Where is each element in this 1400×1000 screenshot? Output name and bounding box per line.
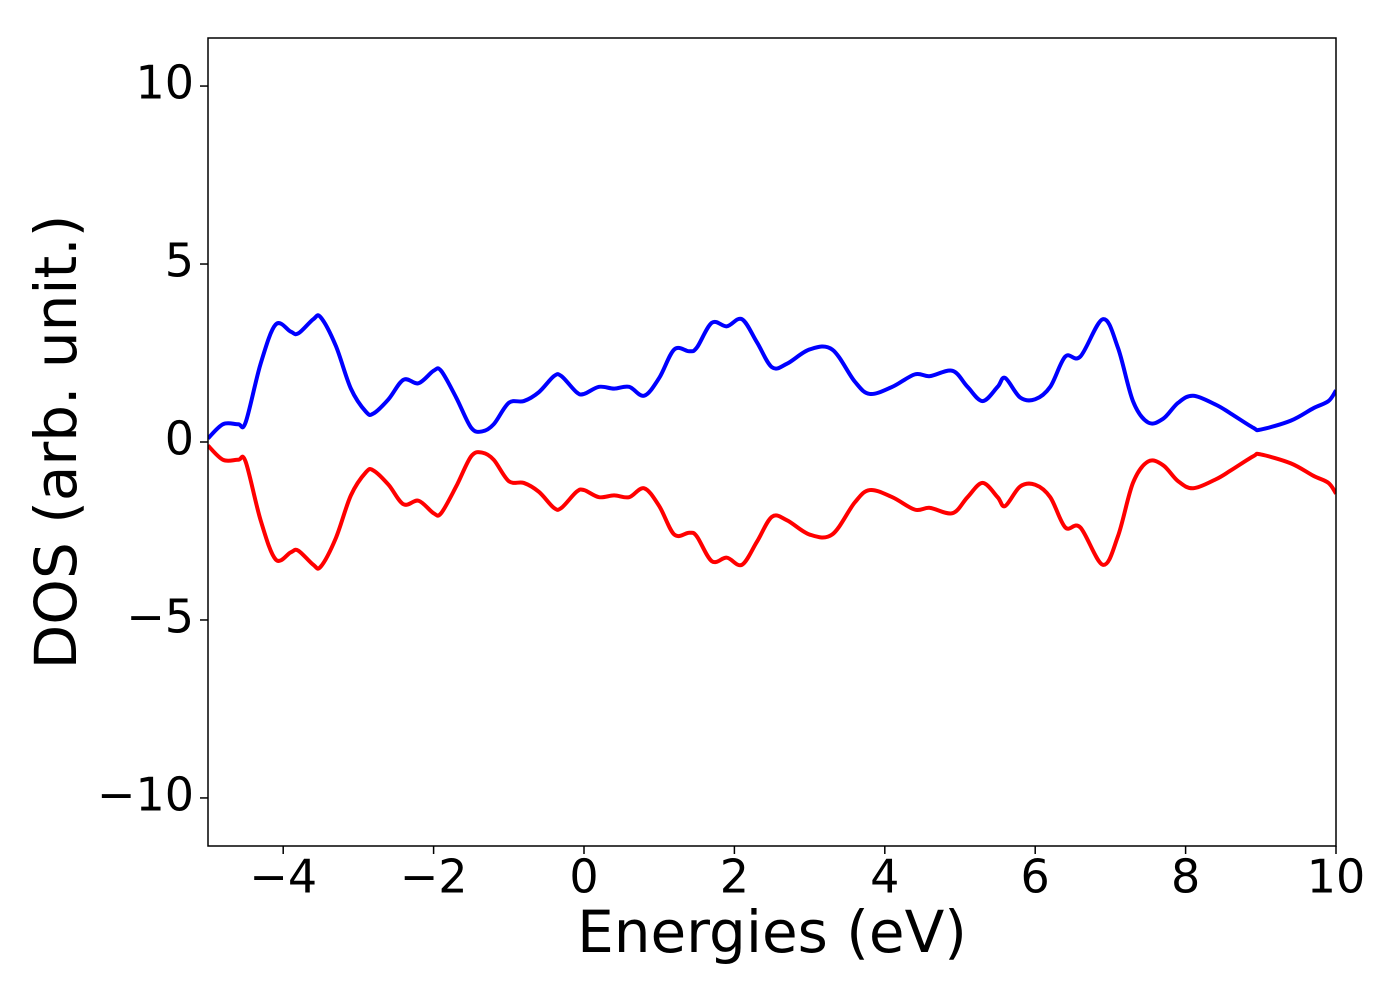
x-tick-label: 10 — [1307, 850, 1366, 904]
y-tick-label: 10 — [135, 56, 194, 110]
x-tick-label: 0 — [569, 850, 598, 904]
y-tick-label: −10 — [97, 767, 194, 821]
x-tick-label: 4 — [870, 850, 899, 904]
y-axis-label: DOS (arb. unit.) — [22, 215, 90, 670]
x-tick-label: 8 — [1171, 850, 1200, 904]
x-tick-label: 2 — [720, 850, 749, 904]
x-tick-label: 6 — [1021, 850, 1050, 904]
y-tick-label: −5 — [126, 589, 194, 643]
x-axis-label: Energies (eV) — [577, 898, 967, 966]
y-tick-label: 0 — [165, 412, 194, 466]
series-line — [208, 444, 1336, 571]
plot-frame — [207, 37, 1337, 847]
series-line — [208, 313, 1336, 440]
y-tick-label: 5 — [165, 234, 194, 288]
x-tick-label: −2 — [400, 850, 468, 904]
x-tick-label: −4 — [249, 850, 317, 904]
